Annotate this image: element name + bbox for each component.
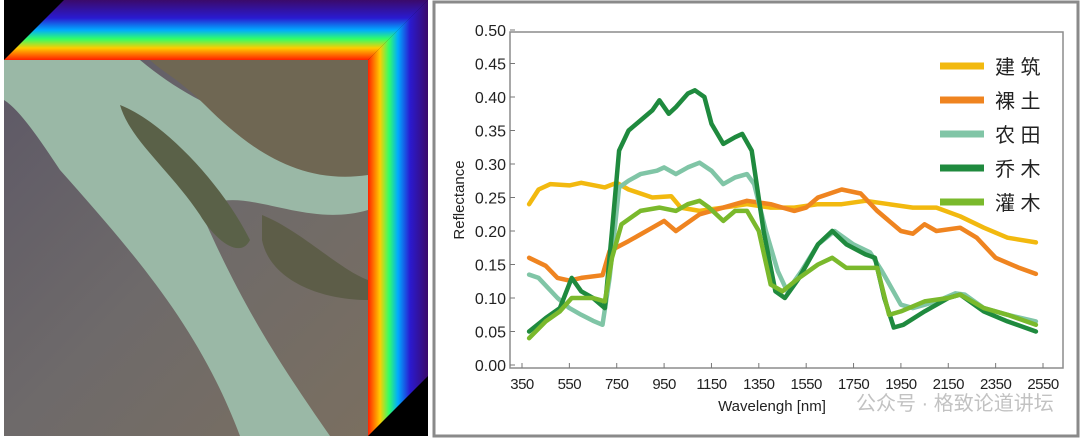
x-tick-label: 1550 [790, 376, 822, 393]
x-axis-label: Wavelengh [nm] [718, 398, 826, 415]
island [120, 105, 250, 249]
y-tick-label: 0.05 [475, 325, 506, 342]
island-east [262, 215, 368, 300]
cube-right-face [368, 0, 428, 436]
x-tick-label: 2350 [980, 376, 1012, 393]
x-tick-label: 550 [558, 376, 582, 393]
y-tick-label: 0.00 [475, 358, 506, 375]
legend-label-3: 乔 木 [995, 158, 1041, 181]
legend-label-4: 灌 木 [995, 192, 1041, 215]
y-tick-label: 0.15 [475, 258, 506, 275]
x-tick-label: 2550 [1027, 376, 1059, 393]
y-tick-label: 0.25 [475, 191, 506, 208]
y-tick-label: 0.50 [475, 23, 506, 40]
series-line-1 [526, 187, 1039, 283]
reflectance-chart: 0.00 0.05 0.10 0.15 0.20 0.25 0.30 0.35 0.40 0.45… [432, 0, 1080, 438]
x-tick-label: 2150 [933, 376, 965, 393]
y-axis-label: Reflectance [451, 160, 468, 239]
x-tick-label: 750 [605, 376, 629, 393]
x-tick-label: 1350 [743, 376, 775, 393]
x-tick-label: 1150 [696, 376, 726, 393]
x-tick-label: 1750 [838, 376, 870, 393]
north-bank [150, 60, 368, 177]
legend-label-0: 建 筑 [995, 56, 1041, 79]
y-tick-label: 0.35 [475, 124, 506, 141]
hyperspectral-cube-image [0, 0, 432, 439]
watermark: 公众号 · 格致论道讲坛 [856, 392, 1054, 415]
x-tick-label: 950 [652, 376, 676, 393]
series-line-4 [526, 198, 1039, 341]
plot-box [509, 31, 1064, 369]
legend-label-2: 农 田 [995, 124, 1041, 147]
x-tick-label: 1950 [885, 376, 917, 393]
y-tick-label: 0.20 [475, 224, 506, 241]
y-tick-label: 0.30 [475, 157, 506, 174]
x-tick-label: 350 [510, 376, 534, 393]
y-tick-label: 0.10 [475, 291, 506, 308]
series-line-3 [526, 88, 1039, 334]
legend-label-1: 裸 土 [995, 90, 1041, 113]
y-tick-label: 0.40 [475, 90, 506, 107]
y-tick-label: 0.45 [475, 57, 506, 74]
cube-top-face [4, 0, 428, 60]
